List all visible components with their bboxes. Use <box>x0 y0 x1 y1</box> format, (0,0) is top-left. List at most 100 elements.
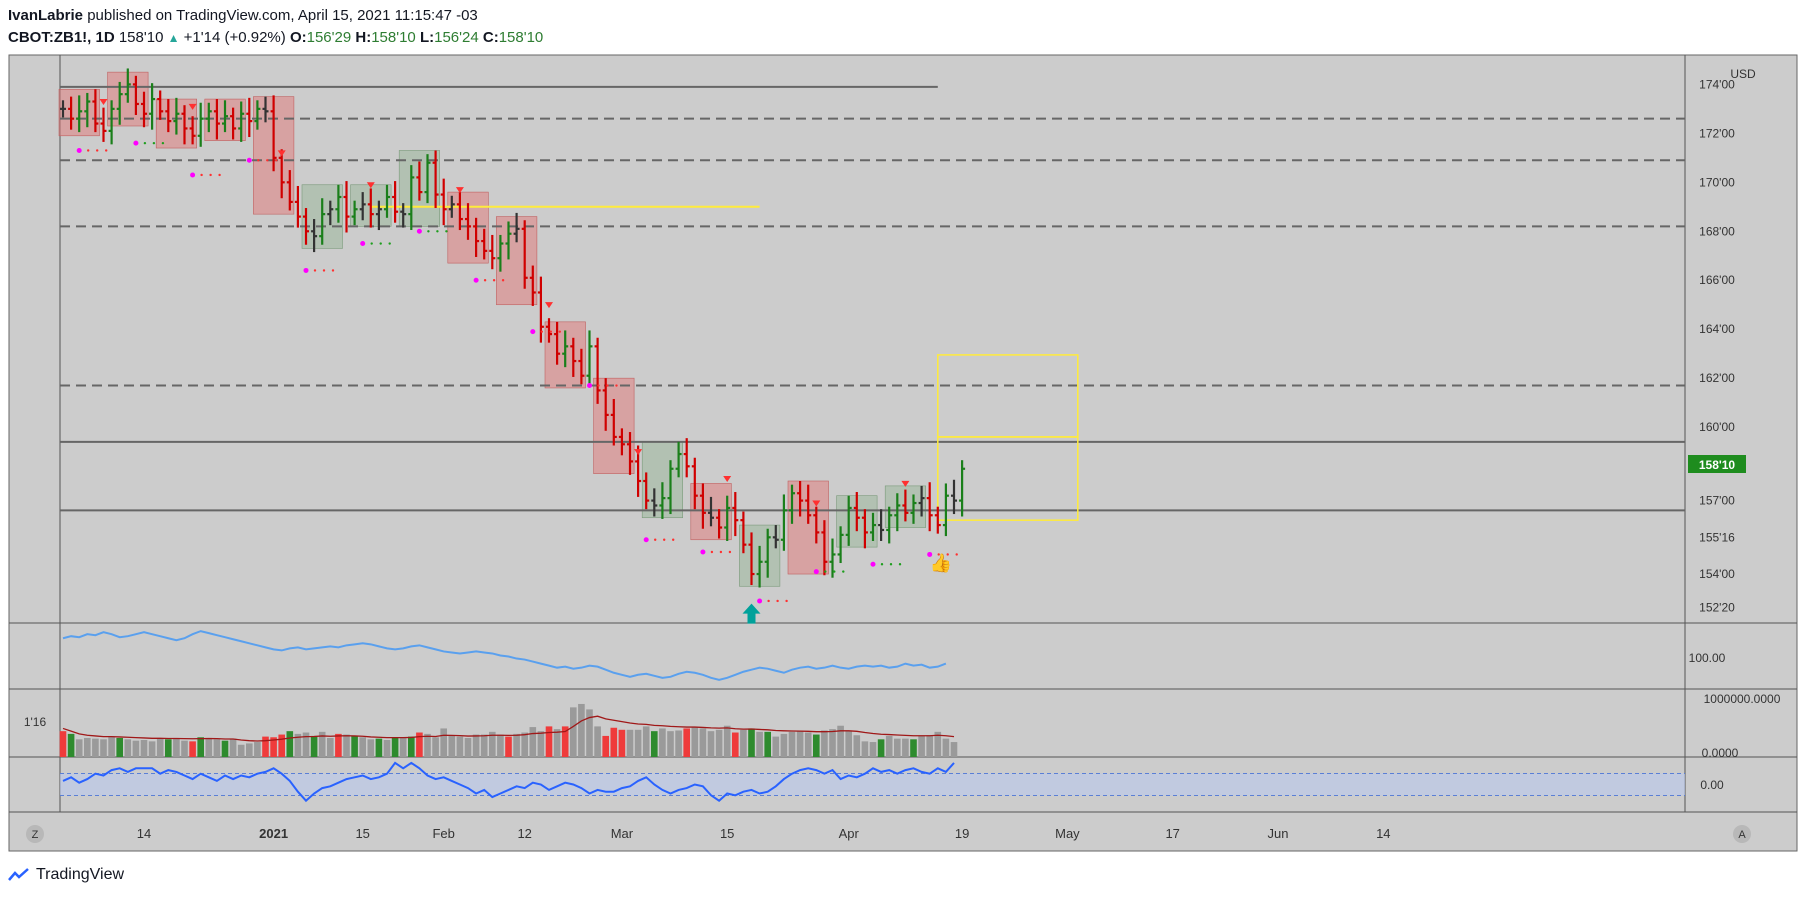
publish-info: IvanLabrie published on TradingView.com,… <box>8 7 478 24</box>
volume-bar <box>545 726 553 757</box>
trail-dot <box>200 173 203 177</box>
trail-dot <box>436 230 439 233</box>
author-name[interactable]: IvanLabrie <box>8 7 84 24</box>
trail-dot <box>833 570 836 573</box>
trail-dot <box>946 553 949 556</box>
trail-dot <box>776 599 779 603</box>
trail-dot <box>540 330 543 333</box>
volume-bar <box>853 735 861 757</box>
volume-bar <box>756 731 763 757</box>
pivot-dot <box>813 569 819 575</box>
volume-bar <box>140 740 148 757</box>
symbol-name[interactable]: CBOT:ZB1!, 1D <box>8 29 115 46</box>
volume-bar <box>408 736 415 757</box>
volume-bar <box>165 739 172 757</box>
price-axis[interactable]: USD 174'00 172'00 170'00 168'00 166'00 164'00… <box>1699 67 1756 615</box>
volume-bar <box>796 731 804 757</box>
volume-bar <box>302 732 310 757</box>
volume-bar <box>529 727 537 757</box>
a-button-circle[interactable] <box>1733 825 1751 843</box>
volume-bar <box>497 734 504 757</box>
price-tick-label: 170'00 <box>1699 175 1735 189</box>
volume-bar <box>699 728 707 757</box>
volume-bar <box>432 737 439 757</box>
pivot-dot <box>76 147 82 153</box>
time-tick-label: 17 <box>1165 826 1179 841</box>
z-button-circle[interactable] <box>26 825 44 843</box>
trail-dot <box>275 159 278 162</box>
trail-dot <box>880 563 884 566</box>
volume-bar <box>310 735 318 757</box>
trail-dot <box>615 384 618 387</box>
price-tick-label: 174'00 <box>1699 77 1735 91</box>
trail-dot <box>824 570 827 573</box>
time-tick-label: 19 <box>955 826 969 841</box>
volume-bar <box>934 731 942 757</box>
volume-bar <box>286 731 294 757</box>
thumbs-up-icon: 👍 <box>930 552 952 573</box>
volume-bar <box>156 738 164 757</box>
volume-left-label: 1'16 <box>24 715 47 729</box>
volume-bar <box>480 734 488 757</box>
close-value: 158'10 <box>498 29 544 46</box>
brand-name: TradingView <box>36 866 125 883</box>
high-value: 158'10 <box>371 29 416 46</box>
a-button-label[interactable]: A <box>1738 829 1746 841</box>
z-button[interactable]: Z <box>26 825 44 843</box>
time-tick-label: 15 <box>355 826 369 841</box>
z-button-label[interactable]: Z <box>32 829 39 841</box>
trail-dot <box>785 599 788 603</box>
volume-bar <box>570 707 577 757</box>
volume-bar <box>84 737 91 757</box>
volume-bar <box>391 737 399 757</box>
volume-bar <box>100 739 107 757</box>
volume-pane: 1'16 1000000.0000 0.0000 <box>24 692 1781 760</box>
pivot-dot <box>757 598 763 604</box>
volume-bar <box>885 735 893 757</box>
sell-triangle <box>188 103 197 110</box>
volume-bar <box>675 730 682 757</box>
volume-bar <box>399 737 407 757</box>
pivot-dot <box>530 329 536 335</box>
volume-bar <box>610 727 618 757</box>
volume-bar <box>813 734 820 757</box>
volume-bar <box>343 734 350 757</box>
tradingview-logo-icon <box>8 868 29 881</box>
volume-bar <box>740 729 747 757</box>
volume-bar <box>651 731 658 757</box>
time-tick-label: Mar <box>611 826 634 841</box>
time-axis[interactable]: 14 2021 15 Feb 12 Mar 15 Apr 19 May 17 Jun 14 <box>137 826 1391 841</box>
volume-bar <box>642 726 650 757</box>
tradingview-branding[interactable]: TradingView <box>8 866 124 884</box>
oscillator-line <box>62 761 955 803</box>
volume-bar <box>440 728 447 757</box>
volume-bar <box>634 729 642 757</box>
pivot-dot <box>190 172 196 178</box>
volume-bar <box>108 736 115 757</box>
volume-bar <box>586 709 593 757</box>
volume-bar <box>294 733 302 757</box>
published-text: published on TradingView.com, April 15, … <box>87 7 478 24</box>
volume-bar <box>335 733 342 757</box>
volume-bar <box>375 738 383 757</box>
volume-bar <box>464 737 472 757</box>
volume-bar <box>205 737 213 757</box>
volume-bar <box>173 737 180 757</box>
volume-bar <box>181 740 188 757</box>
price-tick-label: 162'00 <box>1699 371 1735 385</box>
sell-triangle <box>277 150 286 157</box>
volume-bar <box>489 731 496 757</box>
volume-bar <box>910 739 917 757</box>
a-button[interactable]: A <box>1733 825 1751 843</box>
volume-bar <box>950 742 958 757</box>
current-price-tag: 158'10 <box>1688 455 1746 473</box>
trail-dot <box>728 550 732 554</box>
indicator-1-line <box>62 630 947 681</box>
volume-bar <box>942 738 950 757</box>
volume-bar <box>472 734 480 757</box>
up-arrow-icon: ▲ <box>167 31 180 45</box>
volume-bar <box>221 740 229 757</box>
sell-triangle <box>99 98 108 105</box>
sell-triangle <box>545 302 553 309</box>
